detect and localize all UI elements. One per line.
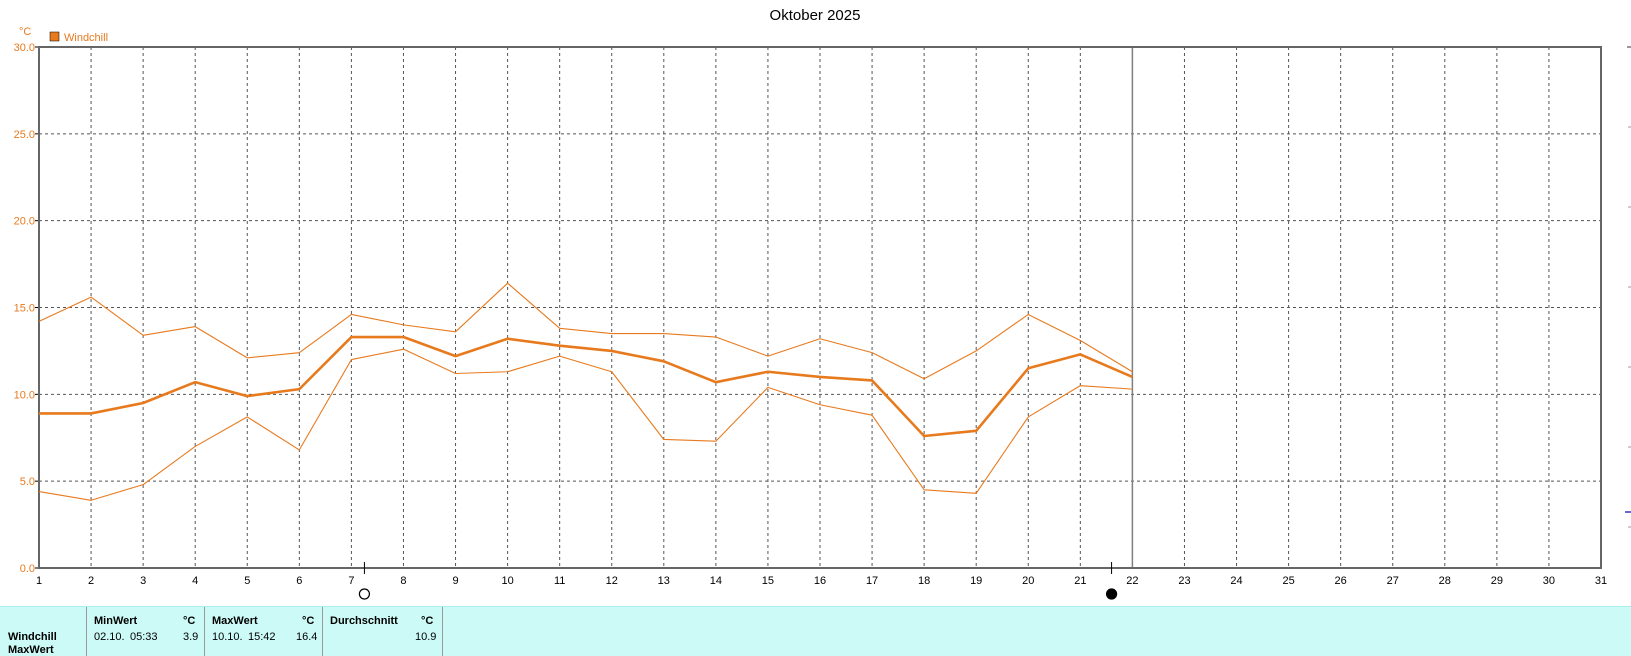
x-tick-label: 1 <box>36 575 42 587</box>
x-tick-label: 3 <box>140 575 146 587</box>
x-tick-label: 12 <box>606 575 618 587</box>
series-line-windchill-max <box>38 282 1133 380</box>
legend-label-windchill: Windchill <box>64 32 108 44</box>
x-tick-label: 18 <box>918 575 930 587</box>
full-moon-icon <box>358 588 371 600</box>
x-tick-label: 21 <box>1074 575 1086 587</box>
x-tick-label: 6 <box>296 575 302 587</box>
stats-row-label-2: MaxWert <box>8 644 54 656</box>
x-tick-label: 2 <box>88 575 94 587</box>
avg-unit: °C <box>421 615 434 627</box>
y-tick-label: 15.0 <box>14 303 35 315</box>
x-tick-label: 4 <box>192 575 198 587</box>
min-header: MinWert <box>94 615 138 627</box>
series-line-windchill-durchschnitt <box>39 335 1133 438</box>
stats-separator <box>204 607 205 656</box>
x-tick-label: 25 <box>1282 575 1294 587</box>
stats-row-label: Windchill <box>8 631 57 643</box>
x-tick-label: 29 <box>1491 575 1503 587</box>
max-unit: °C <box>302 615 315 627</box>
chart-title: Oktober 2025 <box>770 7 861 24</box>
x-tick-label: 30 <box>1543 575 1555 587</box>
x-tick-label: 10 <box>501 575 513 587</box>
min-value: 3.9 <box>183 631 199 643</box>
right-side-axis <box>1625 46 1631 528</box>
x-tick-label: 15 <box>762 575 774 587</box>
y-tick-label: 10.0 <box>14 389 35 401</box>
avg-header: Durchschnitt <box>330 615 398 627</box>
axes: 1 2 3 4 5 6 7 8 9 10 11 12 13 14 15 16 17 18 19 20 21 22 23 24 2… <box>14 42 1608 587</box>
moon-phases <box>358 562 1118 600</box>
y-tick-label: 20.0 <box>14 216 35 228</box>
stats-separator <box>442 607 443 656</box>
x-tick-label: 20 <box>1022 575 1034 587</box>
stats-separator <box>322 607 323 656</box>
min-date: 02.10. <box>94 631 125 643</box>
x-tick-label: 28 <box>1439 575 1451 587</box>
series-lines <box>38 282 1133 501</box>
y-tick-label: 30.0 <box>14 42 35 54</box>
avg-value: 10.9 <box>415 631 437 643</box>
x-tick-label: 26 <box>1335 575 1347 587</box>
x-tick-label: 17 <box>866 575 878 587</box>
grid <box>39 47 1601 568</box>
x-tick-label: 7 <box>348 575 354 587</box>
stats-separator <box>86 607 87 656</box>
max-value: 16.4 <box>296 631 318 643</box>
x-tick-label: 27 <box>1387 575 1399 587</box>
y-axis-unit-label: °C <box>19 26 31 38</box>
x-tick-label: 13 <box>658 575 670 587</box>
statistics-panel: Windchill MaxWert MinWert °C 02.10. 05:3… <box>0 606 1631 656</box>
y-tick-label: 0.0 <box>20 563 35 575</box>
max-header: MaxWert <box>212 615 258 627</box>
plot-border <box>38 46 1602 569</box>
x-tick-label: 24 <box>1230 575 1242 587</box>
new-moon-icon <box>1105 588 1118 600</box>
x-tick-label: 14 <box>710 575 722 587</box>
y-tick-label: 25.0 <box>14 129 35 141</box>
windchill-chart: Oktober 2025 °C Windchill 1 2 3 4 5 6 7 8 9 10 11 1… <box>14 7 1631 600</box>
x-tick-label: 5 <box>244 575 250 587</box>
x-tick-label: 23 <box>1178 575 1190 587</box>
max-time: 15:42 <box>248 631 276 643</box>
x-tick-label: 8 <box>400 575 406 587</box>
series-line-windchill-min <box>38 348 1133 501</box>
x-tick-label: 31 <box>1595 575 1607 587</box>
x-tick-label: 22 <box>1126 575 1138 587</box>
min-time: 05:33 <box>130 631 158 643</box>
x-tick-label: 19 <box>970 575 982 587</box>
legend-swatch <box>49 31 60 42</box>
x-tick-label: 11 <box>554 575 565 587</box>
max-date: 10.10. <box>212 631 243 643</box>
x-tick-label: 16 <box>814 575 826 587</box>
y-tick-label: 5.0 <box>20 476 35 488</box>
min-unit: °C <box>183 615 196 627</box>
x-tick-label: 9 <box>452 575 458 587</box>
